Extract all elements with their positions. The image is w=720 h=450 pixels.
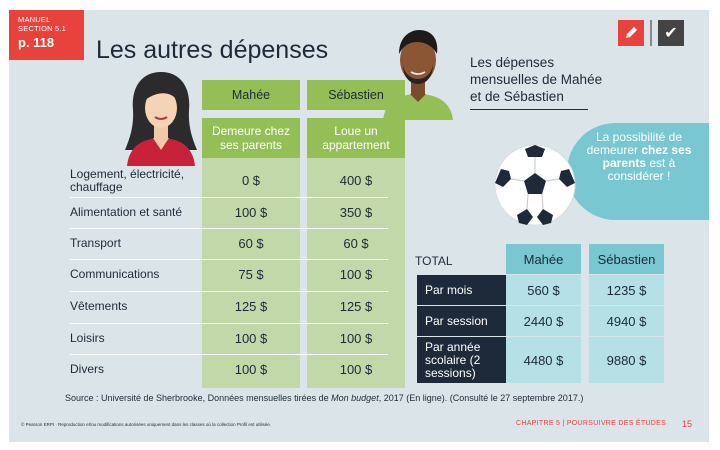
expense-row: Transport 60 $ 60 $ xyxy=(9,228,389,259)
page-title: Les autres dépenses xyxy=(96,36,329,64)
pencil-icon xyxy=(626,27,637,38)
row-divider xyxy=(70,197,388,198)
row-divider xyxy=(70,291,388,292)
total-row-label: Par session xyxy=(417,306,511,336)
soccer-ball-icon xyxy=(494,144,576,226)
row-divider xyxy=(70,354,388,355)
row-divider xyxy=(70,323,388,324)
col-head-mahee: Mahée xyxy=(202,80,300,110)
expense-mahee: 75 $ xyxy=(238,267,264,282)
expense-row: Vêtements 125 $ 125 $ xyxy=(9,291,389,322)
badge-section-label: SECTION 5.1 xyxy=(18,24,67,33)
expense-row: Logement, électricité, chauffage 0 $ 400… xyxy=(9,165,389,196)
col-bg-sebastien xyxy=(307,158,405,388)
total-sebastien: 4940 $ xyxy=(589,306,664,336)
total-mahee: 4480 $ xyxy=(506,337,581,383)
total-mahee: 2440 $ xyxy=(506,306,581,336)
source-post: , 2017 (En ligne). (Consulté le 27 septe… xyxy=(378,393,584,403)
callout-text-bold: chez ses parents xyxy=(602,143,692,170)
source-pre: Source : Université de Sherbrooke, Donné… xyxy=(65,393,332,403)
total-label: TOTAL xyxy=(415,254,453,268)
expense-sebastien: 400 $ xyxy=(339,173,373,188)
manual-badge: MANUEL SECTION 5.1 p. 118 xyxy=(9,10,84,60)
row-divider xyxy=(70,259,388,260)
check-button[interactable]: ✔ xyxy=(658,20,684,46)
total-head-sebastien: Sébastien xyxy=(589,244,664,274)
expense-sebastien: 100 $ xyxy=(339,331,373,346)
expense-mahee: 60 $ xyxy=(238,236,264,251)
expense-label: Loisirs xyxy=(70,331,105,345)
expense-row: Divers 100 $ 100 $ xyxy=(9,354,389,385)
total-sebastien: 1235 $ xyxy=(589,275,664,305)
expense-label: Vêtements xyxy=(70,299,128,313)
expense-sebastien: 100 $ xyxy=(339,267,373,282)
expense-sebastien: 60 $ xyxy=(343,236,369,251)
subtitle-underline xyxy=(470,109,588,110)
expense-mahee: 100 $ xyxy=(234,362,268,377)
row-divider xyxy=(70,228,388,229)
situation-sebastien: Loue un appartement xyxy=(307,118,405,158)
source-citation: Source : Université de Sherbrooke, Donné… xyxy=(65,393,583,403)
chart-subtitle: Les dépenses mensuelles de Mahée et de S… xyxy=(470,55,603,104)
source-italic: Mon budget xyxy=(331,393,379,403)
badge-page-label: p. 118 xyxy=(18,35,55,50)
expense-mahee: 125 $ xyxy=(234,299,268,314)
callout-text-pre: La possibilité de demeurer xyxy=(586,130,683,157)
total-mahee: 560 $ xyxy=(506,275,581,305)
pencil-button[interactable] xyxy=(618,20,644,46)
total-sebastien: 9880 $ xyxy=(589,337,664,383)
expense-label: Logement, électricité, chauffage xyxy=(70,166,185,194)
expense-row: Loisirs 100 $ 100 $ xyxy=(9,323,389,354)
expense-row: Communications 75 $ 100 $ xyxy=(9,259,389,290)
expense-label: Alimentation et santé xyxy=(70,205,183,219)
total-row-label: Par année scolaire (2 sessions) xyxy=(417,337,511,383)
expense-mahee: 100 $ xyxy=(234,205,268,220)
total-row-label: Par mois xyxy=(417,275,511,305)
callout-text-post: est à considérer ! xyxy=(607,156,676,183)
expense-label: Divers xyxy=(70,362,105,376)
expense-mahee: 100 $ xyxy=(234,331,268,346)
callout-bubble: La possibilité de demeurer chez ses pare… xyxy=(567,123,709,220)
expense-label: Communications xyxy=(70,267,160,281)
expense-sebastien: 350 $ xyxy=(339,205,373,220)
copyright-footer: © Pearson ERPI · Reproduction et/ou modi… xyxy=(21,422,271,427)
expense-sebastien: 100 $ xyxy=(339,362,373,377)
col-bg-mahee xyxy=(202,158,300,388)
col-head-sebastien: Sébastien xyxy=(307,80,405,110)
situation-mahee: Demeure chez ses parents xyxy=(202,118,300,158)
expense-mahee: 0 $ xyxy=(241,173,261,188)
slide: MANUEL SECTION 5.1 p. 118 Les autres dép… xyxy=(9,10,709,442)
expense-label: Transport xyxy=(70,236,121,250)
woman-avatar xyxy=(125,72,197,166)
chapter-footer: CHAPITRE 5 | POURSUIVRE DES ÉTUDES xyxy=(516,420,667,427)
toolbar: ✔ xyxy=(618,20,684,46)
check-icon: ✔ xyxy=(664,25,678,42)
total-head-mahee: Mahée xyxy=(506,244,581,274)
expense-row: Alimentation et santé 100 $ 350 $ xyxy=(9,197,389,228)
toolbar-divider xyxy=(650,20,652,46)
badge-manual-label: MANUEL xyxy=(18,15,51,24)
expense-sebastien: 125 $ xyxy=(339,299,373,314)
page-number: 15 xyxy=(682,419,693,429)
